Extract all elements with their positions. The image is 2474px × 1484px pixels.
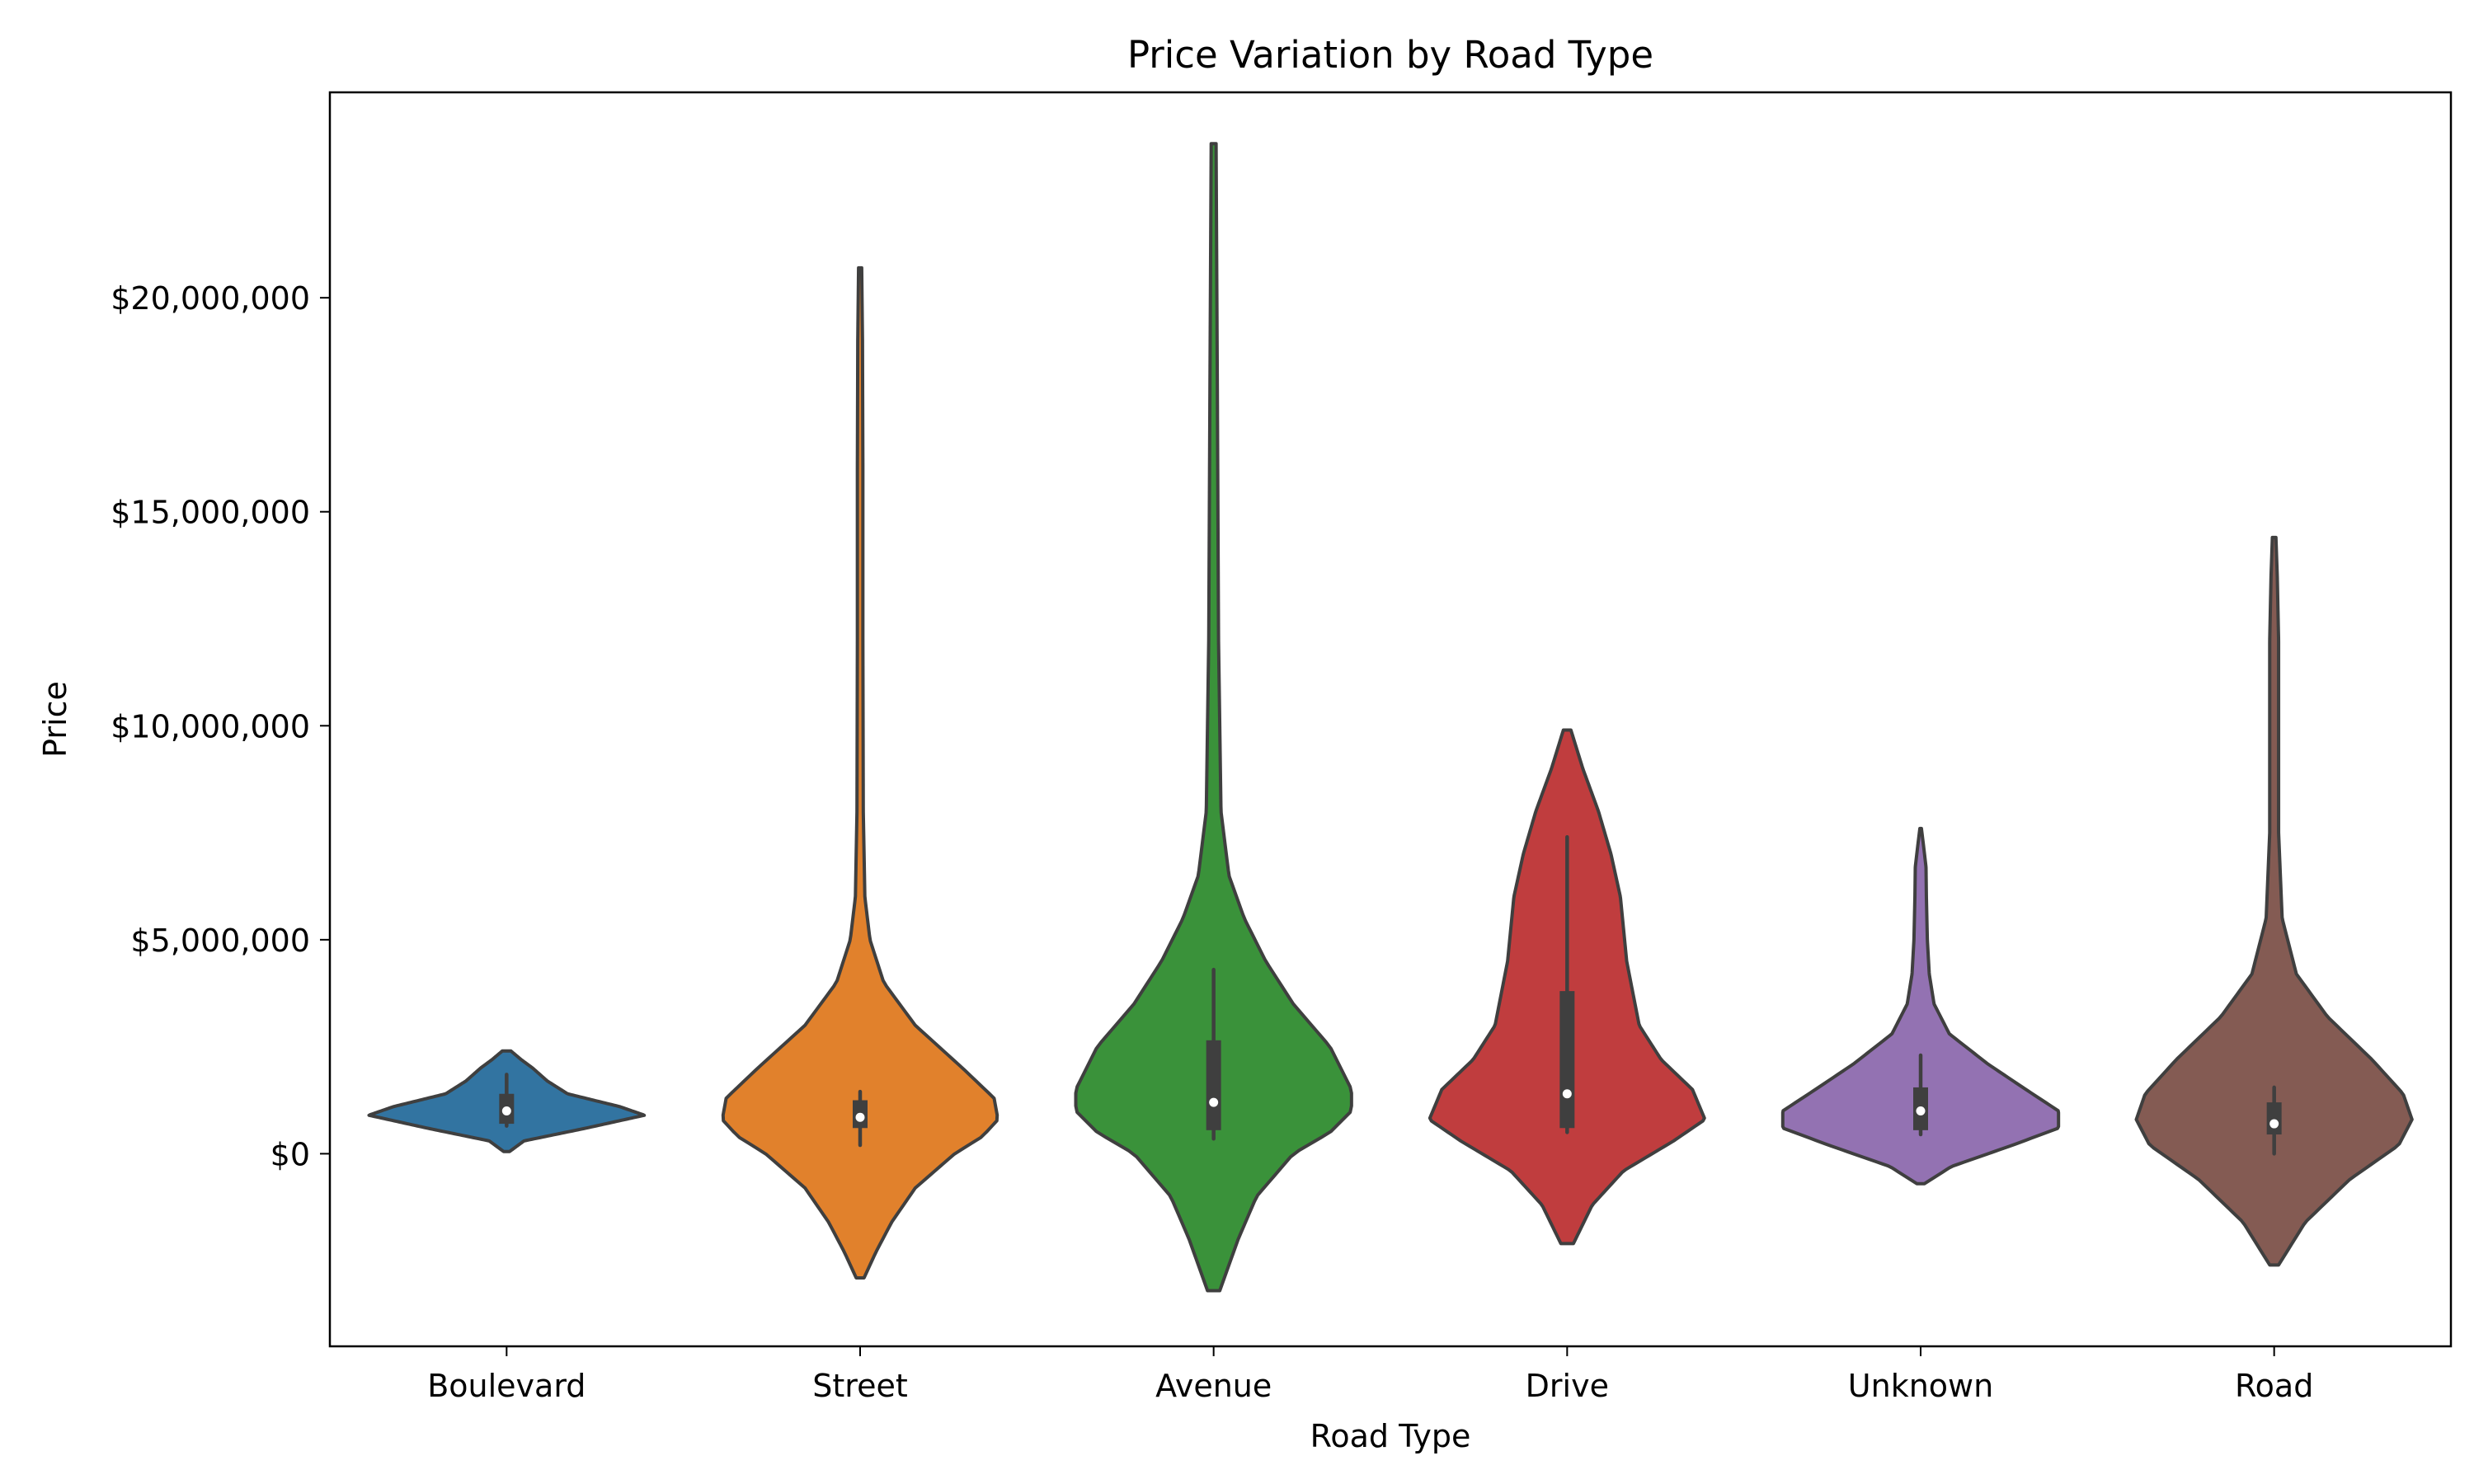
violin-body-road [2134,535,2414,1267]
violin-median-unknown [1916,1106,1926,1115]
y-tick-label: $20,000,000 [111,280,310,317]
violin-body-avenue [1074,142,1353,1293]
axes-layer: $0 $5,000,000 $10,000,000 $15,000,000 $20,00… [111,91,2453,1404]
violin-iqr-drive [1559,991,1575,1129]
x-tick-label: Unknown [1848,1368,1993,1404]
plot-frame [328,91,2453,1348]
x-tick-label: Boulevard [427,1368,586,1404]
y-axis-label: Price [37,681,73,758]
y-tick-label: $0 [270,1136,310,1172]
violin-median-avenue [1209,1097,1219,1107]
y-tick-label: $5,000,000 [130,923,310,959]
violin-iqr-road [2266,1102,2282,1135]
x-tick-label: Avenue [1155,1368,1272,1404]
x-tick-label: Road [2235,1368,2313,1404]
violin-median-boulevard [501,1106,511,1115]
violin-median-street [855,1112,865,1122]
violin-median-road [2269,1119,2279,1129]
violin-median-drive [1562,1089,1572,1099]
x-axis-label: Road Type [1310,1418,1471,1454]
violin-iqr-avenue [1206,1040,1221,1130]
violin-body-street [721,265,999,1280]
x-tick-label: Street [812,1368,907,1404]
labels-layer: Price Variation by Road Type Road Type P… [37,33,1653,1454]
violin-body-unknown [1780,826,2061,1186]
y-tick-label: $10,000,000 [111,708,310,744]
chart-title: Price Variation by Road Type [1127,33,1653,77]
y-tick-label: $15,000,000 [111,495,310,531]
violins-layer [367,142,2414,1293]
x-tick-label: Drive [1526,1368,1609,1404]
